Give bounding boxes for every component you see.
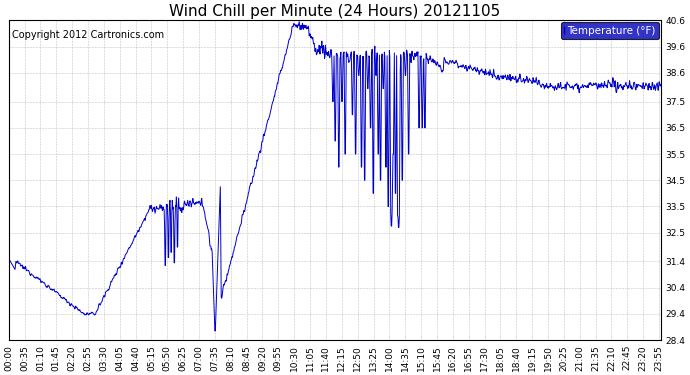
Text: Copyright 2012 Cartronics.com: Copyright 2012 Cartronics.com [12, 30, 164, 40]
Legend: Temperature (°F): Temperature (°F) [561, 22, 659, 39]
Title: Wind Chill per Minute (24 Hours) 20121105: Wind Chill per Minute (24 Hours) 2012110… [169, 4, 500, 19]
